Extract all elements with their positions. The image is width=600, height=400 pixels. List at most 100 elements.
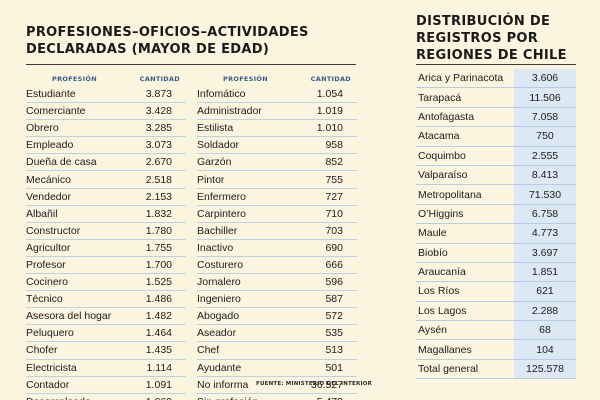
table-row: Albañil 1.832 [26,206,186,223]
profession-name: Soldador [197,139,240,152]
profession-name: Inactivo [197,241,234,254]
table-row: Arica y Parinacota 3.606 [416,69,576,89]
profession-count: 3.073 [145,139,172,152]
region-name: Atacama [418,130,460,143]
profession-name: Carpintero [197,207,247,220]
profession-count: 755 [325,173,343,186]
table-row: Estilista 1.010 [197,120,357,138]
table-row: Chef 513 [197,342,357,360]
table-row: Contador 1.091 [26,377,186,394]
profession-column-header: PROFESIÓN [52,74,97,83]
profession-count: 1.069 [146,396,186,400]
professions-table-left: PROFESIÓN CANTIDAD Estudiante 3.873 Comerc… [26,71,186,400]
table-row: Inactivo 690 [197,240,357,257]
profession-name: Jornalero [197,276,241,289]
profession-count: 535 [325,327,343,340]
table-row: Soldador 958 [197,137,357,155]
table-row: Peluquero 1.464 [26,325,186,343]
region-count: 7.058 [514,107,576,127]
table-row: Los Ríos 621 [416,282,576,302]
profession-count: 3.873 [145,88,172,101]
profession-name: Enfermero [197,190,247,203]
region-name: Aysén [418,324,447,337]
table-row: Aseador 535 [197,325,357,343]
profession-count: 2.518 [145,173,172,186]
profession-name: Cocinero [26,276,69,289]
profession-count: 1.700 [145,258,172,271]
quantity-column-header: CANTIDAD [310,74,351,83]
table-row: Bachiller 703 [197,223,357,240]
table-row: Pintor 755 [197,171,357,189]
table-row: Obrero 3.285 [26,120,186,138]
profession-count: 572 [325,310,343,323]
table-row: Garzón 852 [197,154,357,172]
professions-title: PROFESIONES–OFICIOS–ACTIVIDADES DECLARAD… [26,24,376,58]
profession-count: 1.435 [145,344,172,357]
profession-count: 1.780 [145,224,172,237]
profession-name: Albañil [26,207,58,220]
region-name: Arica y Parinacota [418,72,504,85]
profession-count: 3.428 [145,105,172,118]
table-row: Agricultor 1.755 [26,240,186,257]
region-count: 2.288 [514,301,576,321]
region-count: 104 [514,340,576,359]
profession-count: 710 [325,207,343,220]
professions-title-line-1: PROFESIONES–OFICIOS–ACTIVIDADES [26,25,309,40]
table-row: Maule 4.773 [416,224,576,244]
profession-count: 1.114 [146,361,173,374]
profession-name: Vendedor [26,190,71,203]
profession-count: 587 [325,293,343,306]
profession-name: Obrero [26,122,59,135]
table-row: Profesor 1.700 [26,257,186,275]
profession-count: 690 [325,241,343,254]
table-row: Constructor 1.780 [26,223,186,240]
professions-title-divider [26,64,356,65]
profession-column-header: PROFESIÓN [223,74,268,83]
regions-title: DISTRIBUCIÓN DE REGISTROS POR REGIONES D… [416,13,586,64]
region-count: 71.530 [514,185,576,204]
region-name: Total general [418,363,479,376]
profession-name: Asesora del hogar [26,310,112,323]
professions-rows: Estudiante 3.873 Comerciante 3.428 Obrero 3.2… [26,86,186,400]
table-row: Dueña de casa 2.670 [26,154,186,172]
table-row: Atacama 750 [416,127,576,147]
profession-name: Electricista [26,361,77,374]
table-row: Vendedor 2.153 [26,189,186,206]
profession-count: 501 [325,361,343,374]
table-row: Costurero 666 [197,257,357,275]
region-count: 621 [514,282,576,301]
region-name: Antofagasta [418,110,475,123]
profession-name: Peluquero [26,327,74,340]
region-name: O’Higgins [418,207,464,220]
profession-name: Dueña de casa [26,156,97,169]
profession-count: 1.525 [145,276,172,289]
profession-name: Técnico [26,293,63,306]
table-row: Biobío 3.697 [416,243,576,263]
region-count: 68 [514,321,576,340]
profession-name: Ingeniero [197,293,241,306]
profession-name: Ayudante [197,361,242,374]
professions-rows: Infomático 1.054 Administrador 1.019 Estilis… [197,86,357,400]
professions-title-line-2: DECLARADAS (MAYOR DE EDAD) [26,42,270,57]
profession-name: Contador [26,378,70,391]
region-count: 3.697 [514,243,576,262]
regions-table: Arica y Parinacota 3.606 Tarapacá 11.506 Ant… [416,69,576,380]
table-row: Desempleado 1.069 [26,394,186,400]
profession-count: 5.479 [317,396,357,400]
profession-name: No informa [197,378,249,391]
profession-count: 1.482 [145,310,172,323]
profession-count: 1.019 [316,105,343,118]
region-name: Metropolitana [418,188,482,201]
profession-name: Sin profesión [197,396,258,400]
table-row: Cocinero 1.525 [26,274,186,292]
profession-count: 1.010 [316,122,343,135]
profession-name: Pintor [197,173,225,186]
region-count: 750 [514,127,576,146]
profession-name: Chofer [26,344,58,357]
region-name: Los Ríos [418,285,460,298]
table-row: Asesora del hogar 1.482 [26,308,186,326]
table-header: PROFESIÓN CANTIDAD [26,71,186,86]
table-row: Ingeniero 587 [197,291,357,309]
table-row: O’Higgins 6.758 [416,204,576,225]
table-row: Araucanía 1.851 [416,262,576,283]
